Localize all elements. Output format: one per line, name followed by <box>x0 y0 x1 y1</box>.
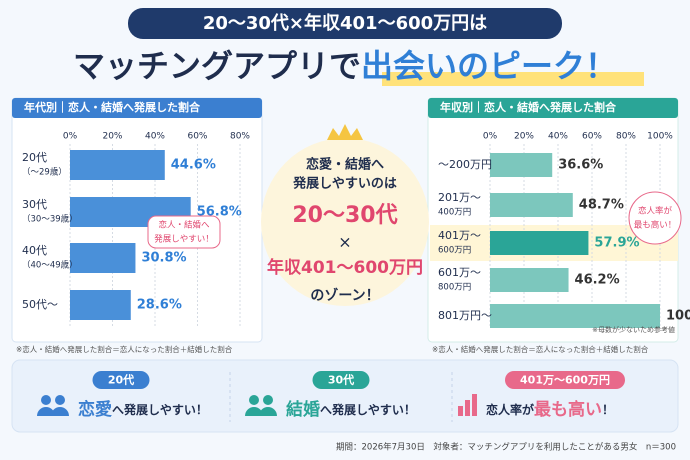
category-label: 800万円 <box>438 283 471 293</box>
bar <box>70 243 136 273</box>
bar <box>70 290 131 320</box>
category-label: 40代 <box>22 244 47 257</box>
x-tick-label: 60% <box>582 132 602 142</box>
category-label: 801万円〜 <box>438 309 492 322</box>
small-note: ※母数が少ないため参考値 <box>592 325 675 334</box>
summary-text: 恋愛へ発展しやすい！ <box>78 399 208 420</box>
category-label: 201万〜 <box>438 191 481 204</box>
header-badge <box>128 8 562 39</box>
header-badge-text: 20〜30代×年収401〜600万円は <box>203 12 487 34</box>
category-label: （40〜49歳） <box>22 260 78 271</box>
annotation-box <box>147 215 221 249</box>
center-circle <box>261 138 429 306</box>
x-tick-label: 60% <box>187 132 207 142</box>
center-line: 発展しやすいのは <box>292 176 397 192</box>
summary-tag-text: 401万〜600万円 <box>520 374 610 387</box>
value-label: 46.2% <box>575 273 620 288</box>
left-panel-header <box>12 98 262 118</box>
summary-em: 最も高い <box>534 399 602 420</box>
summary-tag <box>505 371 625 389</box>
bar-icon <box>458 394 477 416</box>
bar <box>70 150 165 180</box>
annotation-text: 恋人・結婚へ <box>158 220 210 231</box>
category-label: 〜200万円 <box>438 158 492 171</box>
center-line: 恋愛・結婚へ <box>306 157 384 173</box>
x-tick-label: 0% <box>483 132 498 142</box>
category-label: （〜29歳） <box>22 167 67 178</box>
summary-post: ！ <box>602 403 614 417</box>
category-label: 401万〜 <box>438 229 481 242</box>
x-tick-label: 20% <box>514 132 534 142</box>
value-label: 44.6% <box>171 158 216 173</box>
title-part: マッチングアプリで <box>73 47 361 85</box>
people-icon <box>245 395 277 416</box>
category-label: （30〜39歳） <box>22 214 78 225</box>
summary-tag <box>312 371 370 389</box>
footnote: ※恋人・結婚へ発展した割合＝恋人になった割合＋結婚した割合 <box>16 344 233 354</box>
chart-title: 年代別｜恋人・結婚へ発展した割合 <box>24 100 201 114</box>
value-label: 36.6% <box>558 158 603 173</box>
center-line: 20〜30代 <box>292 203 397 228</box>
center-line: のゾーン！ <box>310 287 379 304</box>
summary-text: 恋人率が最も高い！ <box>486 399 614 420</box>
x-tick-label: 20% <box>102 132 122 142</box>
bar <box>490 153 553 177</box>
highlight-underline <box>382 72 644 86</box>
bar <box>490 193 573 217</box>
value-label: 28.6% <box>137 298 182 313</box>
summary-tag-text: 20代 <box>108 373 134 387</box>
center-line: 年収401〜600万円 <box>267 257 423 278</box>
x-tick-label: 100% <box>647 132 673 142</box>
category-label: 601万〜 <box>438 266 481 279</box>
summary-pre: 恋人率が <box>486 402 534 417</box>
bar <box>490 304 660 328</box>
footer: 期間：2026年7月30日 対象者：マッチングアプリを利用したことがある男女 n… <box>336 442 676 453</box>
annotation-text: 最も高い！ <box>634 220 677 231</box>
title-emphasis: 出会いのピーク！ <box>361 47 617 85</box>
x-tick-label: 80% <box>230 132 250 142</box>
bar <box>490 268 569 292</box>
summary-post: へ発展しやすい！ <box>320 402 416 417</box>
value-label: 100% <box>666 309 690 324</box>
x-tick-label: 0% <box>63 132 78 142</box>
right-panel-header <box>428 98 678 118</box>
people-icon <box>37 395 69 416</box>
summary-text: 結婚へ発展しやすい！ <box>286 399 416 420</box>
center-line: × <box>338 233 351 252</box>
chart-title: 年収別｜恋人・結婚へ発展した割合 <box>440 100 617 114</box>
summary-post: へ発展しやすい！ <box>112 402 208 417</box>
summary-em: 恋愛 <box>78 399 112 420</box>
header-title: マッチングアプリで出会いのピーク！ <box>73 47 617 85</box>
crown-icon <box>327 124 363 140</box>
category-label: 600万円 <box>438 246 471 256</box>
bar <box>490 231 589 255</box>
summary-em: 結婚 <box>286 399 320 420</box>
category-label: 50代〜 <box>22 298 58 311</box>
annotation-circle <box>628 191 682 245</box>
x-tick-label: 40% <box>548 132 568 142</box>
category-label: 30代 <box>22 198 47 211</box>
category-label: 400万円 <box>438 208 471 218</box>
footnote: ※恋人・結婚へ発展した割合＝恋人になった割合＋結婚した割合 <box>432 344 649 354</box>
category-label: 20代 <box>22 151 47 164</box>
value-label: 48.7% <box>579 198 624 213</box>
summary-box <box>11 359 679 433</box>
x-tick-label: 40% <box>145 132 165 142</box>
value-label: 57.9% <box>594 236 639 251</box>
annotation-text: 恋人率が <box>638 206 673 217</box>
summary-tag <box>92 371 150 389</box>
x-tick-label: 80% <box>616 132 636 142</box>
value-label: 30.8% <box>141 251 186 266</box>
annotation-text: 発展しやすい！ <box>154 235 213 245</box>
summary-tag-text: 30代 <box>328 373 354 387</box>
